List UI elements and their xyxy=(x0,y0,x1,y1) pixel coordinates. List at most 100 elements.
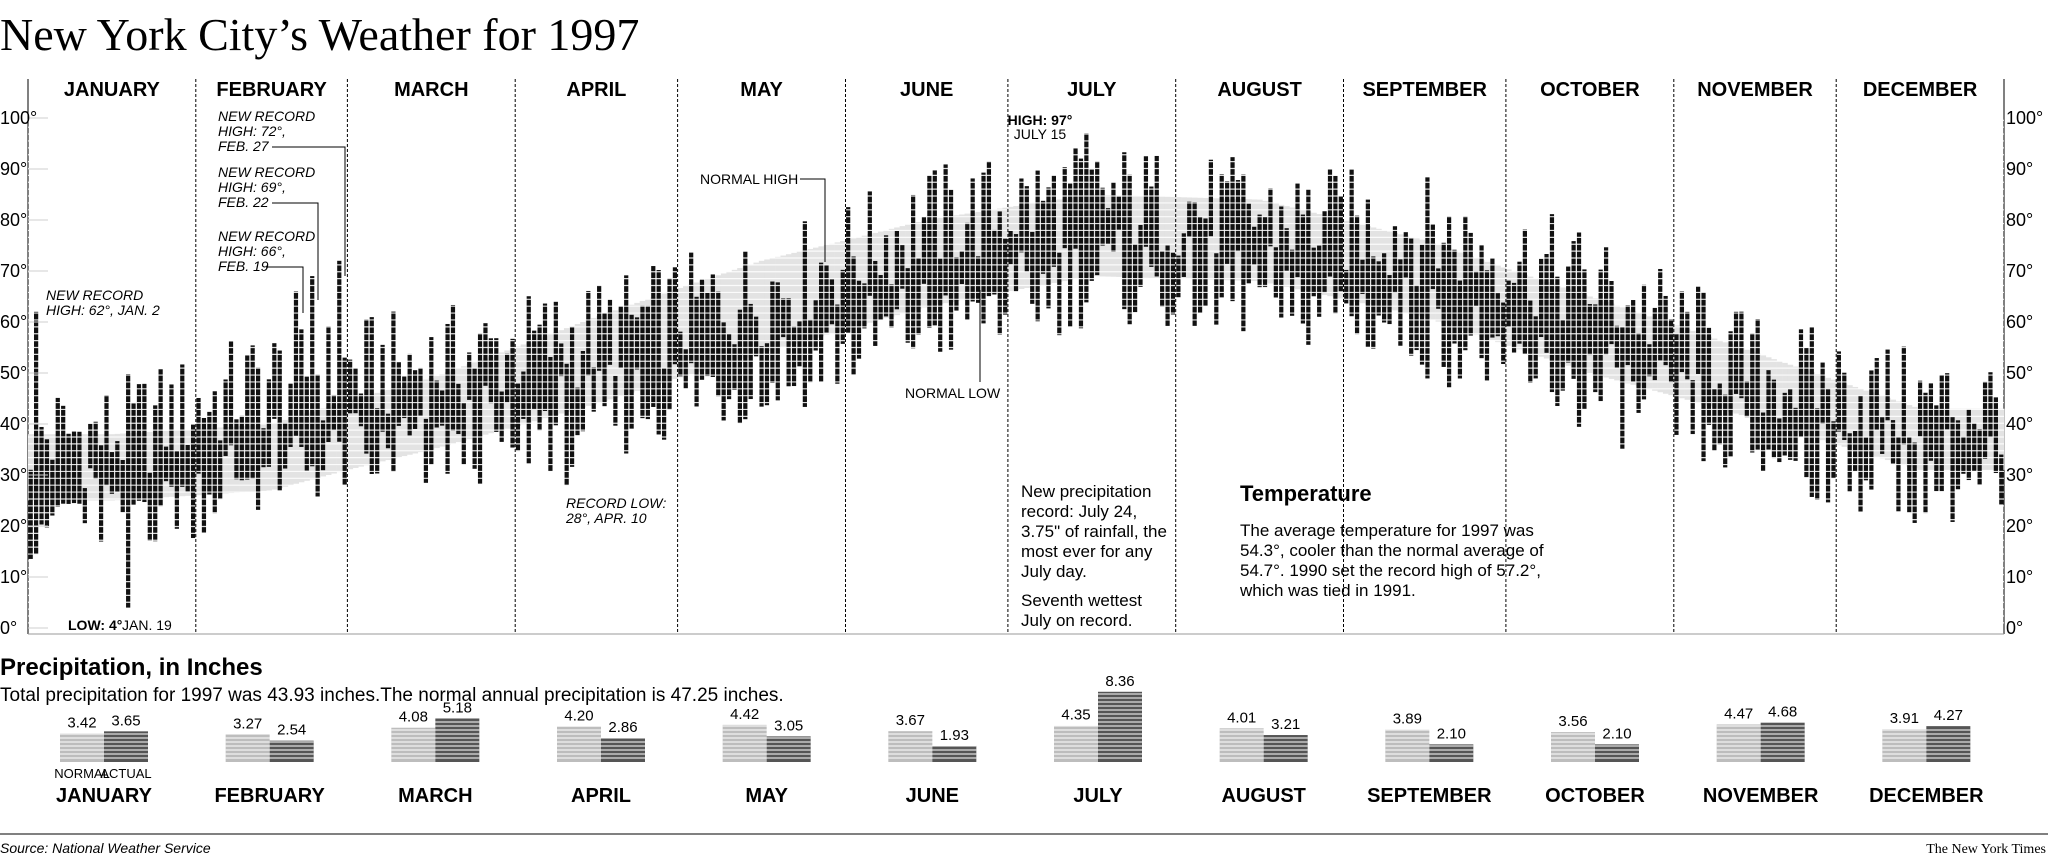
normal-range-day xyxy=(1711,338,1718,408)
normal-range-day xyxy=(731,269,738,361)
daily-range-bar xyxy=(1988,372,1993,438)
daily-range-bar xyxy=(1354,215,1360,335)
normal-range-day xyxy=(1917,408,1924,470)
y-tick-left: 0° xyxy=(0,618,17,638)
daily-range-bar xyxy=(1544,254,1549,353)
temperature-summary: which was tied in 1991. xyxy=(1239,581,1416,600)
y-tick-right: 80° xyxy=(2006,210,2033,230)
daily-range-bar xyxy=(932,170,937,326)
normal-range-day xyxy=(352,398,359,468)
daily-range-bar xyxy=(819,262,824,382)
daily-range-bar xyxy=(1414,285,1419,351)
daily-range-bar xyxy=(1777,418,1782,463)
daily-range-bar xyxy=(1057,252,1062,336)
month-header-bg xyxy=(1840,74,2000,104)
daily-range-bar xyxy=(1365,199,1370,347)
daily-range-bar xyxy=(1701,292,1706,462)
normal-range-day xyxy=(1132,195,1139,278)
daily-range-bar xyxy=(1874,358,1879,430)
y-tick-left: 90° xyxy=(0,159,27,179)
daily-range-bar xyxy=(250,345,255,479)
y-axis-ticks: 0° 0° 10° 10° 20° 20° 30° 30° 40° 40° 50° 50° 60° 60°… xyxy=(0,108,2043,638)
daily-range-bar xyxy=(1425,177,1430,379)
precip-actual-bar xyxy=(1595,744,1639,762)
daily-range-bar xyxy=(1993,397,1998,474)
daily-range-bar xyxy=(1820,362,1825,424)
daily-range-bar xyxy=(629,314,634,429)
daily-range-bar xyxy=(445,323,450,474)
daily-range-bar xyxy=(180,364,185,487)
daily-range-bar xyxy=(878,275,883,320)
daily-range-bar xyxy=(77,431,82,504)
normal-range-day xyxy=(1830,379,1837,444)
daily-range-bar xyxy=(607,299,613,365)
precip-normal-value: 4.20 xyxy=(564,708,593,725)
daily-range-bar xyxy=(126,374,131,608)
daily-range-bar xyxy=(564,363,569,486)
daily-range-bar xyxy=(1945,373,1950,430)
daily-range-bar xyxy=(1089,169,1094,281)
daily-range-bar xyxy=(1771,379,1777,459)
daily-range-bar xyxy=(1073,148,1078,249)
normal-range-day xyxy=(661,293,668,383)
record-low-label: RECORD LOW: xyxy=(566,495,666,511)
month-label: JULY xyxy=(1067,79,1117,101)
daily-range-bar xyxy=(1982,381,1988,459)
daily-range-bar xyxy=(461,403,466,465)
daily-range-bar xyxy=(375,408,380,474)
month-label: NOVEMBER xyxy=(1697,79,1813,101)
daily-range-bar xyxy=(710,274,715,377)
daily-range-bar xyxy=(873,260,878,346)
normal-range-day xyxy=(975,211,982,298)
normal-range-day xyxy=(1690,331,1696,402)
precip-normal-bar xyxy=(1716,724,1761,762)
daily-range-bar xyxy=(104,395,109,486)
daily-range-bar xyxy=(385,413,391,449)
daily-range-bar xyxy=(867,191,872,296)
daily-range-bar xyxy=(1950,417,1955,522)
precip-actual-value: 3.65 xyxy=(111,712,140,729)
daily-range-bar xyxy=(1625,305,1630,366)
daily-range-bar xyxy=(894,231,899,310)
daily-range-bar xyxy=(575,387,580,436)
daily-range-bar xyxy=(1755,319,1760,450)
daily-range-bar xyxy=(1696,286,1701,374)
daily-range-bar xyxy=(970,178,975,302)
precip-actual-value: 2.86 xyxy=(608,719,637,736)
chart-title: New York City’s Weather for 1997 xyxy=(0,9,639,60)
precip-month-label: SEPTEMBER xyxy=(1367,785,1492,807)
daily-range-bar xyxy=(1479,245,1484,359)
normal-range-day xyxy=(1863,390,1869,454)
daily-range-bar xyxy=(1836,351,1841,432)
daily-range-bar xyxy=(1116,196,1121,230)
normal-range-day xyxy=(482,358,489,435)
daily-range-bar xyxy=(1809,327,1814,497)
daily-range-bar xyxy=(1349,169,1354,317)
y-tick-left: 10° xyxy=(0,567,27,587)
july-precip-note: most ever for any xyxy=(1021,542,1153,561)
daily-range-bar xyxy=(1279,206,1284,318)
daily-range-bar xyxy=(1571,241,1576,379)
daily-range-bar xyxy=(109,452,115,494)
feb19-leader xyxy=(266,266,304,313)
daily-range-bar xyxy=(283,422,288,469)
daily-range-bar xyxy=(667,278,672,410)
daily-range-bar xyxy=(1744,381,1749,418)
y-tick-right: 60° xyxy=(2006,312,2033,332)
daily-range-bar xyxy=(185,444,190,492)
daily-range-bar xyxy=(954,257,959,311)
normal-range-day xyxy=(1792,366,1799,432)
daily-range-bar xyxy=(218,440,223,500)
daily-range-bar xyxy=(326,326,331,442)
daily-range-bar xyxy=(196,398,201,474)
daily-range-bar xyxy=(1225,181,1230,264)
july-precip-note: 3.75" of rainfall, the xyxy=(1021,522,1167,541)
daily-range-bar xyxy=(142,383,147,503)
daily-range-bar xyxy=(699,279,705,380)
record-low-label: 28°, APR. 10 xyxy=(565,510,647,526)
daily-range-bar xyxy=(71,431,77,504)
annual-high-date: JULY 15 xyxy=(1014,126,1067,142)
daily-range-bar xyxy=(429,337,434,465)
daily-range-bar xyxy=(781,298,786,338)
daily-range-bar xyxy=(1376,261,1381,316)
